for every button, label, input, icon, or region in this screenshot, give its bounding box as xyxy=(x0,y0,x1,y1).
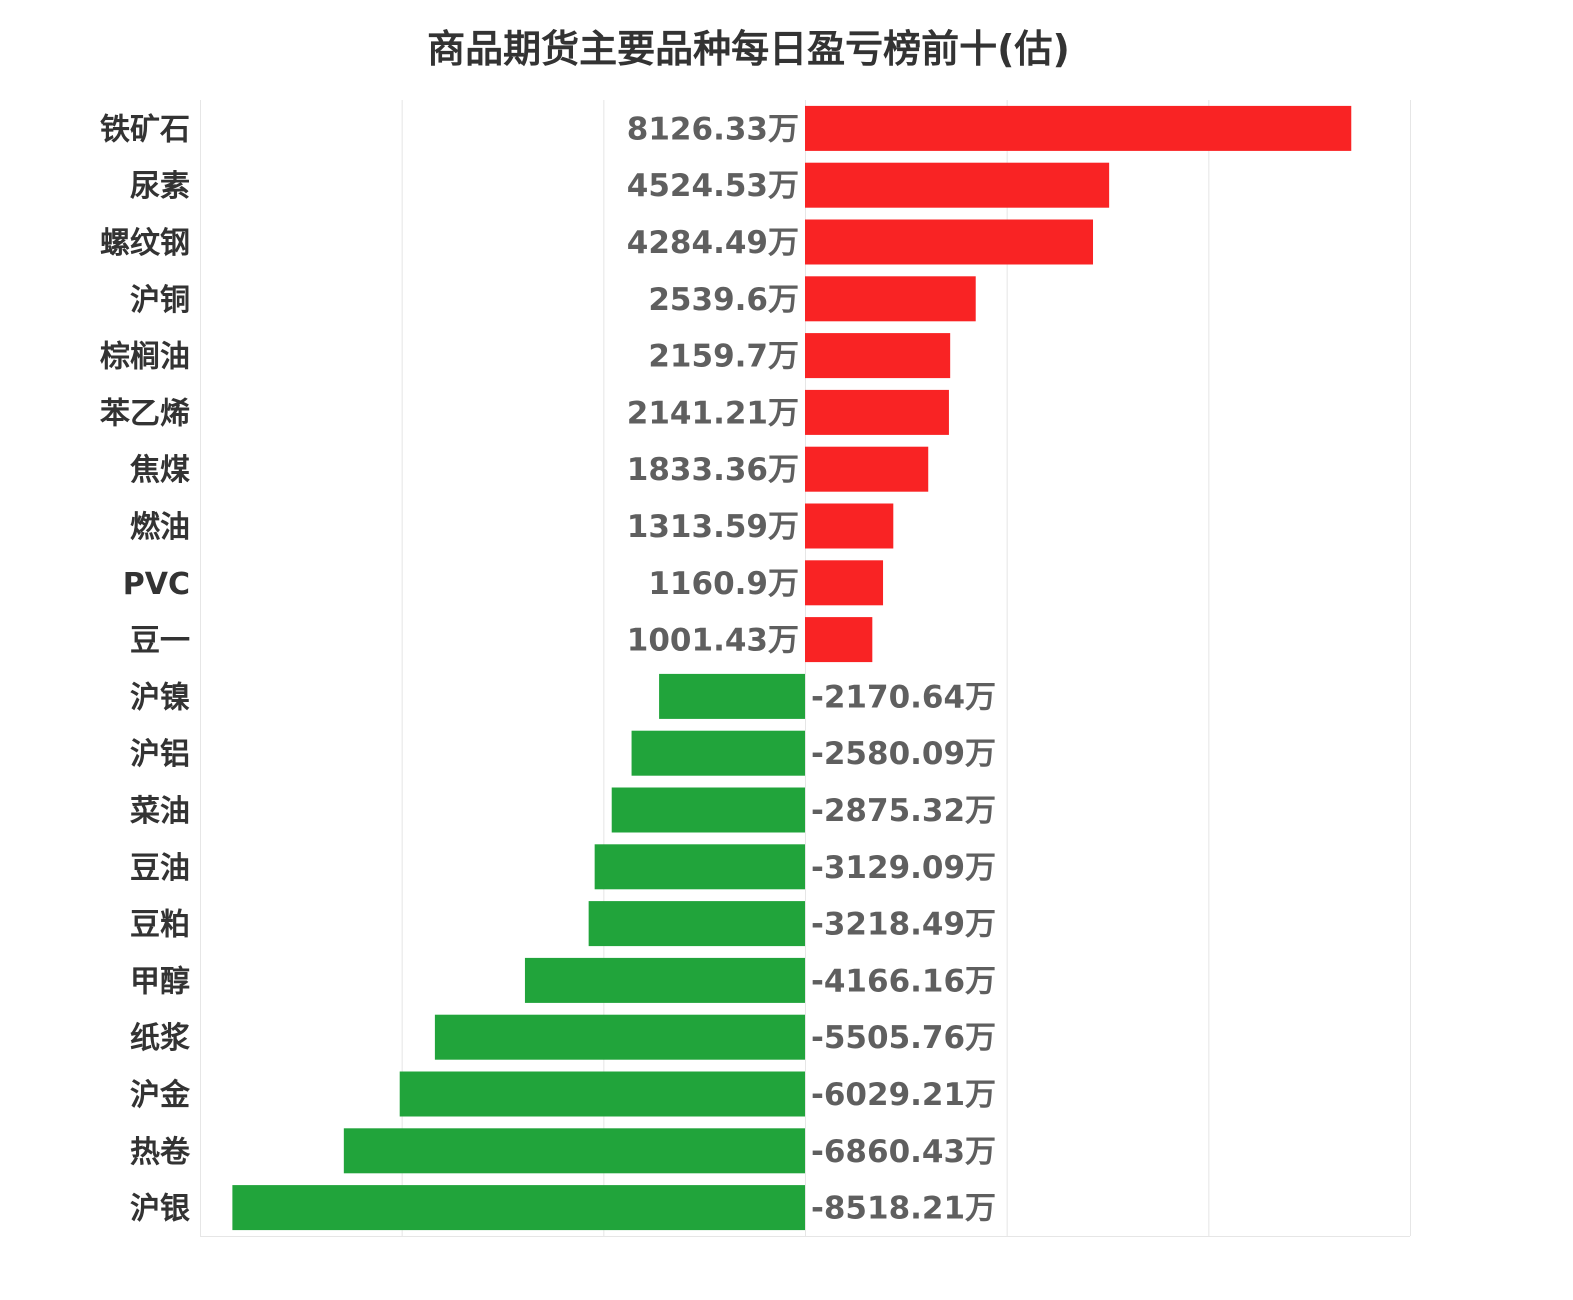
bar xyxy=(594,844,805,890)
data-label: -3129.09万 xyxy=(811,850,996,886)
data-label: -8518.21万 xyxy=(811,1191,996,1227)
bar xyxy=(805,446,929,492)
bar xyxy=(805,162,1110,208)
data-label: 2141.21万 xyxy=(627,395,799,431)
data-label: -2170.64万 xyxy=(811,679,996,715)
data-label: -4166.16万 xyxy=(811,963,996,999)
category-label: 沪金 xyxy=(130,1078,191,1113)
category-label: 纸浆 xyxy=(130,1021,190,1056)
category-label: 螺纹钢 xyxy=(100,226,190,261)
bar xyxy=(805,105,1352,151)
category-label: 沪铝 xyxy=(130,737,190,772)
category-label: 热卷 xyxy=(130,1135,191,1170)
data-label: -5505.76万 xyxy=(811,1020,996,1056)
bar xyxy=(524,957,805,1003)
category-label: 棕榈油 xyxy=(100,340,190,375)
bar xyxy=(805,560,884,606)
data-label: -6029.21万 xyxy=(811,1077,996,1113)
category-label: PVC xyxy=(123,567,190,602)
data-label: -2580.09万 xyxy=(811,736,996,772)
category-label: 焦煤 xyxy=(130,453,190,488)
bar xyxy=(631,730,805,776)
category-label: 豆一 xyxy=(130,624,190,659)
data-label: -6860.43万 xyxy=(811,1134,996,1170)
category-label: 甲醇 xyxy=(130,964,190,999)
data-label: 4284.49万 xyxy=(627,225,799,261)
data-label: 2539.6万 xyxy=(648,282,799,318)
bar xyxy=(805,219,1094,265)
bar xyxy=(805,333,951,379)
category-label: 沪镍 xyxy=(130,680,190,715)
category-label: 铁矿石 xyxy=(100,112,190,147)
bar xyxy=(343,1128,805,1174)
category-label: 尿素 xyxy=(130,169,190,204)
data-label: -3218.49万 xyxy=(811,907,996,943)
data-label: 1313.59万 xyxy=(627,509,799,545)
data-label: 8126.33万 xyxy=(627,111,799,147)
bar xyxy=(805,389,949,435)
data-label: 2159.7万 xyxy=(648,339,799,375)
category-label: 苯乙烯 xyxy=(100,396,190,431)
bar xyxy=(659,673,805,719)
category-label: 沪铜 xyxy=(130,283,190,318)
data-label: 1001.43万 xyxy=(627,623,799,659)
category-label: 燃油 xyxy=(130,510,190,545)
bar xyxy=(434,1014,805,1060)
bar xyxy=(611,787,805,833)
category-label: 豆油 xyxy=(130,851,190,886)
category-label: 沪银 xyxy=(130,1192,190,1227)
bar xyxy=(588,901,805,947)
bar xyxy=(805,503,894,549)
data-label: -2875.32万 xyxy=(811,793,996,829)
data-label: 1160.9万 xyxy=(648,566,799,602)
bar xyxy=(399,1071,805,1117)
bar xyxy=(232,1185,806,1231)
chart-title: 商品期货主要品种每日盈亏榜前十(估) xyxy=(427,27,1070,71)
bar xyxy=(805,617,873,663)
category-label: 菜油 xyxy=(130,794,190,829)
data-label: 1833.36万 xyxy=(627,452,799,488)
bar xyxy=(805,276,976,322)
category-label: 豆粕 xyxy=(130,908,190,943)
data-label: 4524.53万 xyxy=(627,168,799,204)
